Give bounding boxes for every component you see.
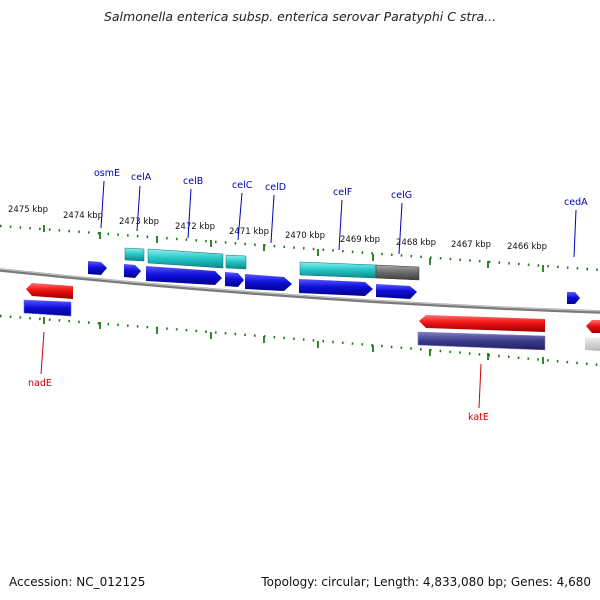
genome-backbone xyxy=(0,268,600,314)
accession-text: Accession: NC_012125 xyxy=(9,575,146,589)
gene-celD[interactable] xyxy=(245,274,292,291)
gene-celC[interactable] xyxy=(225,272,244,287)
leader-nadE xyxy=(40,331,45,375)
gene-nadE[interactable] xyxy=(26,283,73,299)
gene-label-celF[interactable]: celF xyxy=(333,187,352,198)
gene-partial-right[interactable] xyxy=(586,320,600,333)
kbp-label: 2475 kbp xyxy=(8,205,48,215)
gene-label-nadE[interactable]: nadE xyxy=(28,378,52,389)
gene-celF[interactable] xyxy=(299,279,373,296)
gene-celA[interactable] xyxy=(124,264,141,278)
top-leader-lines xyxy=(100,180,577,258)
topology-summary: Topology: circular; Length: 4,833,080 bp… xyxy=(261,575,591,589)
cds-feature-celA[interactable] xyxy=(124,247,145,262)
cds-feature-partial-right[interactable] xyxy=(585,337,600,351)
kbp-label: 2469 kbp xyxy=(340,235,380,245)
kbp-label: 2474 kbp xyxy=(63,211,103,221)
kbp-label: 2467 kbp xyxy=(451,240,491,250)
cds-feature-celB[interactable] xyxy=(147,248,224,269)
major-ticks-upper xyxy=(43,225,544,272)
cds-feature-katE[interactable] xyxy=(417,331,546,351)
cds-feature-celF[interactable] xyxy=(299,261,377,279)
kbp-label: 2470 kbp xyxy=(285,231,325,241)
gene-label-celC[interactable]: celC xyxy=(232,180,253,191)
kbp-label: 2468 kbp xyxy=(396,238,436,248)
gene-label-celD[interactable]: celD xyxy=(265,182,286,193)
gene-katE[interactable] xyxy=(419,315,545,332)
gene-label-celB[interactable]: celB xyxy=(183,176,203,187)
gene-cedA[interactable] xyxy=(567,292,580,304)
gene-label-cedA[interactable]: cedA xyxy=(564,197,588,208)
kbp-label: 2471 kbp xyxy=(229,227,269,237)
gene-label-celG[interactable]: celG xyxy=(391,190,412,201)
gene-celG[interactable] xyxy=(376,284,417,299)
cds-feature-celC[interactable] xyxy=(225,254,247,270)
map-title: Salmonella enterica subsp. enterica sero… xyxy=(103,9,497,24)
kbp-label: 2473 kbp xyxy=(119,217,159,227)
gene-label-celA[interactable]: celA xyxy=(131,172,152,183)
leader-katE xyxy=(478,363,482,409)
cds-feature-nadE[interactable] xyxy=(23,299,72,317)
gene-celB[interactable] xyxy=(146,266,222,285)
gene-label-osmE[interactable]: osmE xyxy=(94,168,120,179)
kbp-label: 2472 kbp xyxy=(175,222,215,232)
kbp-label: 2466 kbp xyxy=(507,242,547,252)
gene-osmE[interactable] xyxy=(88,261,107,275)
pseudo-feature-celG[interactable] xyxy=(375,264,420,281)
major-ticks-lower xyxy=(43,317,544,364)
gene-label-katE[interactable]: katE xyxy=(468,412,489,423)
